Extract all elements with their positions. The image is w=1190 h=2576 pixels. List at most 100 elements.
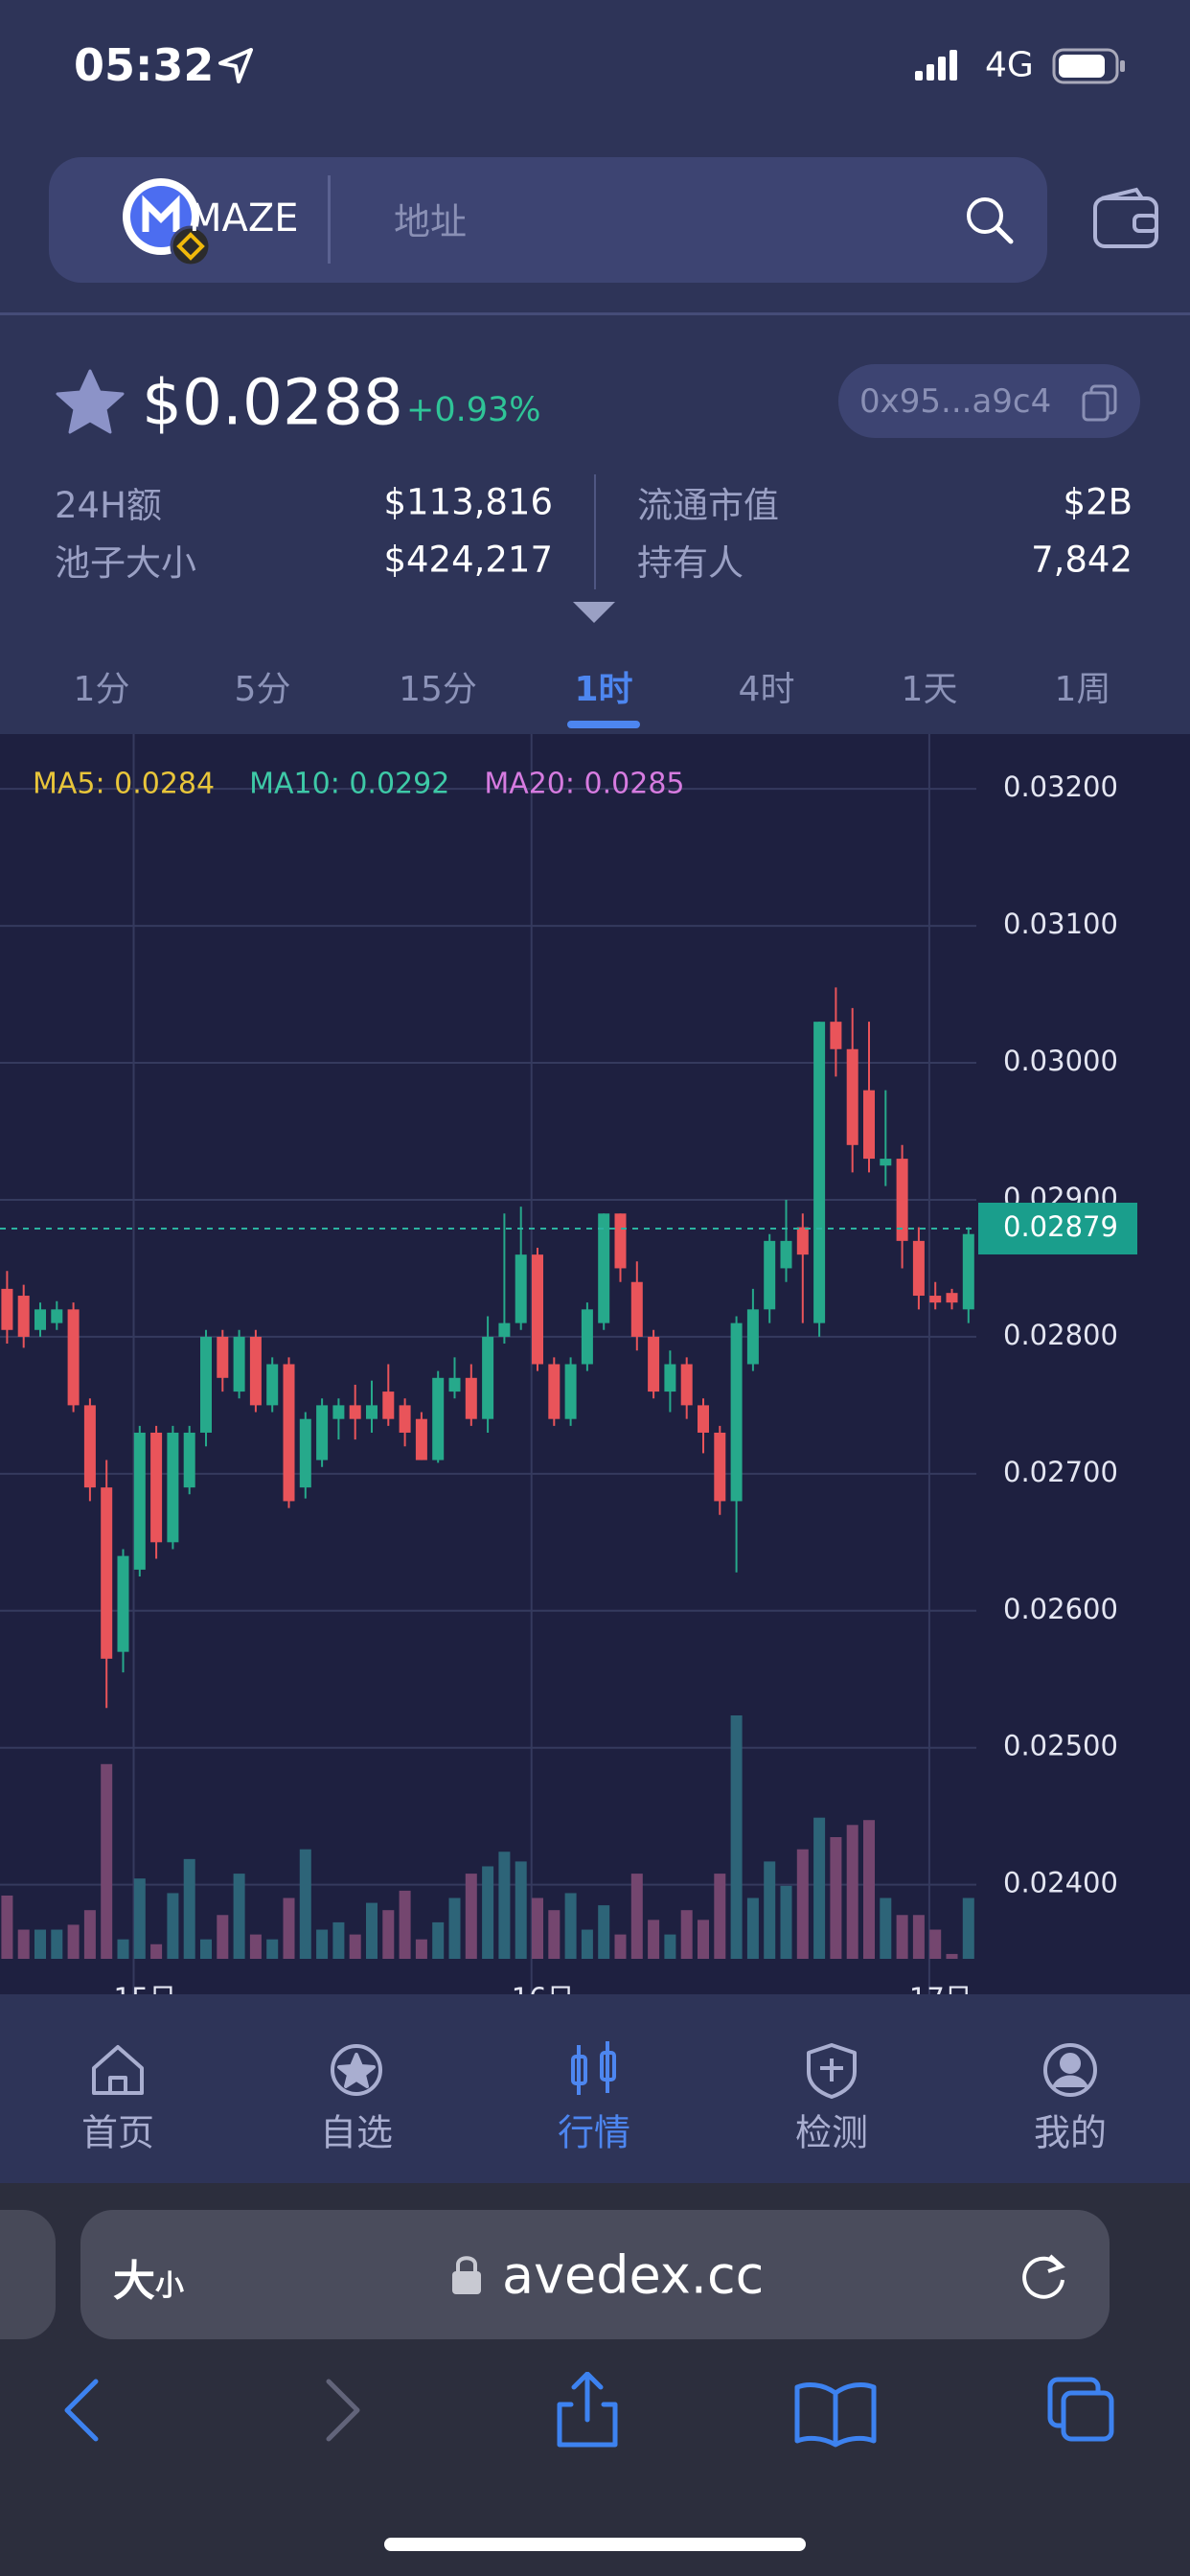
volume-bar [366, 1902, 378, 1959]
volume-bar [382, 1910, 395, 1959]
candle-body [167, 1432, 179, 1543]
bookmarks-button[interactable] [794, 2382, 877, 2448]
candle-body [266, 1364, 279, 1406]
candle-body [846, 1048, 858, 1145]
candle-body [664, 1364, 676, 1392]
candle-body [183, 1432, 195, 1488]
wallet-icon[interactable] [1092, 187, 1161, 250]
volume-bar [1, 1895, 13, 1959]
security-icon[interactable] [807, 2043, 857, 2099]
volume-bar [648, 1920, 660, 1959]
candle-body [896, 1159, 908, 1241]
volume-bar [415, 1939, 427, 1959]
candle-body [714, 1432, 726, 1502]
volume-bar [465, 1874, 477, 1959]
volume-bar [482, 1866, 494, 1959]
volume-bar [332, 1921, 345, 1959]
candle-body [730, 1322, 743, 1502]
volume-bar [564, 1893, 577, 1959]
volume-bar [896, 1915, 908, 1959]
stat-label: 流通市值 [637, 485, 779, 526]
market-icon[interactable] [571, 2041, 616, 2095]
nav-label[interactable]: 我的 [1033, 2111, 1108, 2154]
interval-tab[interactable]: 1时 [574, 670, 633, 709]
text-size-button[interactable]: 大小 [113, 2246, 184, 2308]
candle-body [614, 1213, 627, 1269]
x-tick-label: 16日 [512, 1982, 575, 1994]
volume-bar [167, 1893, 179, 1959]
copy-icon[interactable] [1081, 383, 1119, 422]
volume-bar [51, 1929, 63, 1959]
y-tick-label: 0.02400 [1003, 1867, 1118, 1899]
y-tick-label: 0.03100 [1003, 908, 1118, 940]
tabs-button[interactable] [1047, 2377, 1114, 2442]
stat-value: $113,816 [383, 481, 553, 523]
volume-bar [432, 1921, 445, 1959]
y-tick-label: 0.03000 [1003, 1045, 1118, 1077]
watchlist-star [337, 2053, 376, 2088]
previous-tab[interactable] [0, 2210, 56, 2339]
token-logo [123, 178, 212, 267]
volume-bar [880, 1898, 892, 1959]
candle-body [366, 1405, 378, 1419]
stat-value: 7,842 [1031, 539, 1133, 581]
stat-value: $424,217 [383, 539, 553, 581]
volume-bar [912, 1915, 925, 1959]
volume-bar [780, 1885, 792, 1959]
candle-body [51, 1309, 63, 1323]
nav-label[interactable]: 检测 [794, 2111, 869, 2154]
x-tick-label: 17日 [909, 1982, 973, 1994]
candle-body [349, 1405, 361, 1419]
interval-tab[interactable]: 1周 [1054, 670, 1111, 709]
interval-tab[interactable]: 5分 [234, 670, 291, 709]
url-bar[interactable] [80, 2210, 1110, 2339]
search-placeholder[interactable]: 地址 [394, 200, 468, 243]
nav-label[interactable]: 行情 [557, 2111, 631, 2154]
volume-bar [17, 1929, 30, 1959]
candle-body [101, 1487, 113, 1659]
search-box[interactable] [49, 157, 1047, 283]
watchlist-icon[interactable] [331, 2044, 382, 2096]
nav-label[interactable]: 首页 [80, 2111, 155, 2154]
volume-bar [730, 1715, 743, 1959]
volume-bar [830, 1837, 842, 1959]
candle-body [680, 1364, 693, 1406]
forward-button[interactable] [326, 2379, 360, 2442]
nav-label[interactable]: 自选 [319, 2111, 394, 2154]
reload-icon[interactable] [1016, 2248, 1071, 2304]
lock-icon [452, 2256, 481, 2294]
header-divider [0, 312, 1190, 315]
volume-bar [34, 1929, 46, 1959]
volume-bar [101, 1763, 113, 1959]
candle-body [880, 1159, 892, 1166]
nav-icons [92, 2041, 1097, 2099]
volume-bar [399, 1890, 411, 1959]
volume-bar [698, 1920, 709, 1959]
candle-body [548, 1364, 561, 1419]
ma-legend: MA20: 0.0285 [484, 768, 684, 801]
token-address: 0x95...a9c4 [859, 382, 1052, 421]
profile-icon[interactable] [1043, 2043, 1097, 2097]
tab-underline [567, 721, 640, 728]
stats-divider [594, 474, 596, 589]
bottom-nav [0, 1994, 1190, 2183]
candle-body [648, 1336, 660, 1392]
search-icon[interactable] [963, 194, 1017, 247]
interval-tab[interactable]: 15分 [399, 670, 477, 709]
y-tick-label: 0.02700 [1003, 1456, 1118, 1488]
candle-body [316, 1405, 329, 1460]
share-button[interactable] [557, 2372, 618, 2448]
volume-bar [614, 1934, 627, 1959]
candle-body [498, 1322, 511, 1337]
home-icon[interactable] [92, 2045, 144, 2095]
interval-tab[interactable]: 4时 [738, 670, 795, 709]
back-button[interactable] [64, 2379, 99, 2442]
expand-arrow[interactable] [573, 602, 615, 623]
volume-bar [299, 1849, 311, 1959]
favorite-star[interactable] [56, 368, 125, 437]
volume-bar [548, 1910, 561, 1959]
interval-tab[interactable]: 1分 [73, 670, 130, 709]
volume-bar [133, 1878, 146, 1959]
interval-tab[interactable]: 1天 [901, 670, 958, 709]
